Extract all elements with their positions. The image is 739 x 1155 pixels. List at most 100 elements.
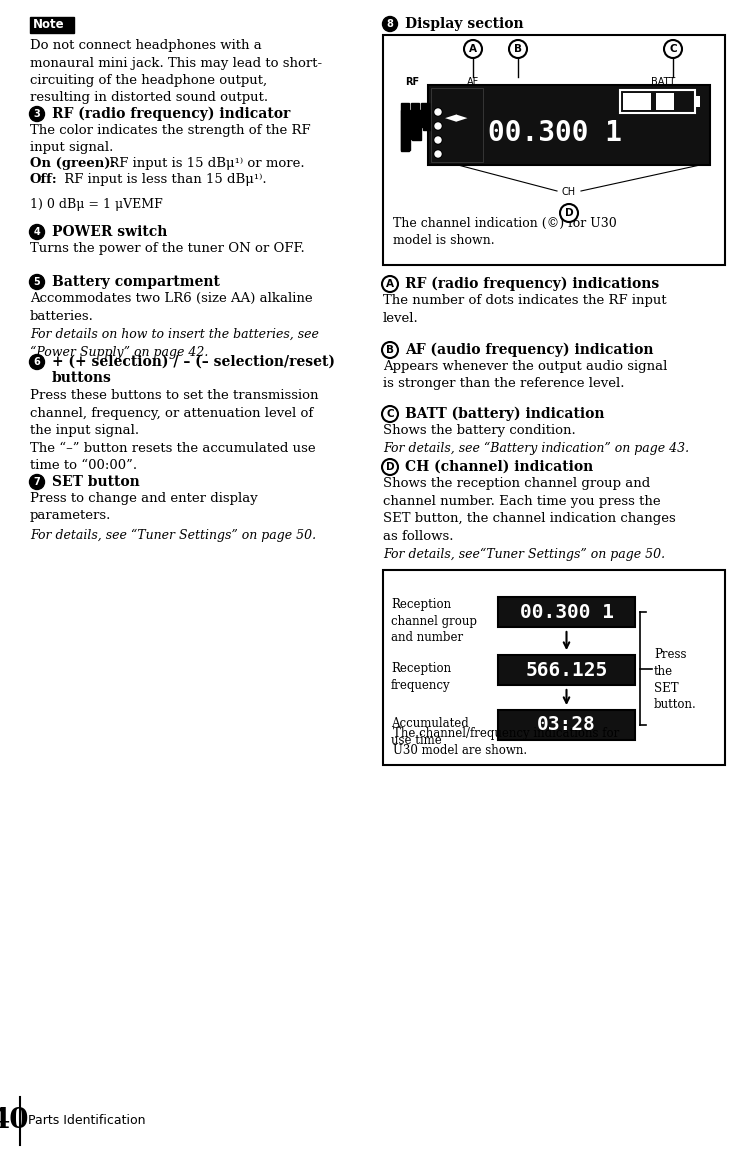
Circle shape xyxy=(664,40,682,58)
Text: RF (radio frequency) indications: RF (radio frequency) indications xyxy=(405,277,659,291)
Bar xyxy=(620,90,695,113)
Text: Press these buttons to set the transmission
channel, frequency, or attenuation l: Press these buttons to set the transmiss… xyxy=(30,389,319,472)
Bar xyxy=(423,110,432,131)
Circle shape xyxy=(435,137,441,143)
Text: 00.300 1: 00.300 1 xyxy=(520,603,613,621)
Bar xyxy=(383,35,725,264)
Bar xyxy=(623,94,651,110)
Text: 7: 7 xyxy=(34,477,41,487)
Text: Reception
frequency: Reception frequency xyxy=(391,662,451,692)
Bar xyxy=(431,88,483,162)
Text: B: B xyxy=(514,44,522,54)
Bar xyxy=(431,103,439,116)
Text: 6: 6 xyxy=(34,357,41,367)
Circle shape xyxy=(434,150,442,158)
Circle shape xyxy=(509,40,527,58)
Text: + (+ selection) / – (– selection/reset): + (+ selection) / – (– selection/reset) xyxy=(52,355,335,368)
Text: Press to change and enter display
parameters.: Press to change and enter display parame… xyxy=(30,492,258,522)
Text: The number of dots indicates the RF input
level.: The number of dots indicates the RF inpu… xyxy=(383,295,667,325)
Bar xyxy=(498,710,635,740)
Bar xyxy=(412,110,421,140)
Text: For details, see “Tuner Settings” on page 50.: For details, see “Tuner Settings” on pag… xyxy=(30,529,316,542)
Circle shape xyxy=(434,122,442,131)
Text: AF (audio frequency) indication: AF (audio frequency) indication xyxy=(405,343,653,357)
Circle shape xyxy=(30,475,44,490)
Text: For details, see “Battery indication” on page 43.: For details, see “Battery indication” on… xyxy=(383,442,689,455)
Text: BATT (battery) indication: BATT (battery) indication xyxy=(405,407,605,422)
Circle shape xyxy=(30,275,44,290)
Text: POWER switch: POWER switch xyxy=(52,225,167,239)
Circle shape xyxy=(435,109,441,116)
Bar xyxy=(30,17,74,33)
Bar xyxy=(411,103,419,139)
Bar xyxy=(401,103,409,151)
Text: The channel/frequency indications for
U30 model are shown.: The channel/frequency indications for U3… xyxy=(393,726,619,757)
Bar xyxy=(383,571,725,765)
Bar xyxy=(428,85,710,165)
Text: Parts Identification: Parts Identification xyxy=(28,1115,146,1127)
Circle shape xyxy=(30,106,44,121)
Circle shape xyxy=(382,342,398,358)
Text: Off:: Off: xyxy=(30,173,58,186)
Text: 40: 40 xyxy=(0,1108,30,1134)
Text: Shows the battery condition.: Shows the battery condition. xyxy=(383,424,576,437)
Text: 00.300 1: 00.300 1 xyxy=(488,119,622,147)
Circle shape xyxy=(382,459,398,475)
Text: RF (radio frequency) indicator: RF (radio frequency) indicator xyxy=(52,107,290,121)
Text: Appears whenever the output audio signal
is stronger than the reference level.: Appears whenever the output audio signal… xyxy=(383,360,667,390)
Text: 3: 3 xyxy=(34,109,41,119)
Text: B: B xyxy=(386,345,394,355)
Text: BATT: BATT xyxy=(651,77,675,87)
Text: Battery compartment: Battery compartment xyxy=(52,275,220,289)
Circle shape xyxy=(464,40,482,58)
Text: A: A xyxy=(469,44,477,54)
Text: Note: Note xyxy=(33,18,64,31)
Text: Display section: Display section xyxy=(405,17,524,31)
Text: 8: 8 xyxy=(386,18,393,29)
Bar xyxy=(498,597,635,627)
Text: 03:28: 03:28 xyxy=(537,715,596,735)
Text: CH (channel) indication: CH (channel) indication xyxy=(405,460,593,474)
Text: 5: 5 xyxy=(34,277,41,286)
Text: D: D xyxy=(565,208,573,218)
Text: CH: CH xyxy=(562,187,576,198)
Text: RF: RF xyxy=(405,77,419,87)
Circle shape xyxy=(560,204,578,222)
Text: ◄►: ◄► xyxy=(446,110,469,125)
Text: C: C xyxy=(386,409,394,419)
Bar xyxy=(656,94,674,110)
Text: C: C xyxy=(670,44,677,54)
Text: The color indicates the strength of the RF
input signal.: The color indicates the strength of the … xyxy=(30,124,310,155)
Text: The channel indication (©) for U30
model is shown.: The channel indication (©) for U30 model… xyxy=(393,217,617,247)
Text: Accommodates two LR6 (size AA) alkaline
batteries.: Accommodates two LR6 (size AA) alkaline … xyxy=(30,292,313,322)
Text: A: A xyxy=(386,280,394,289)
Text: On (green):: On (green): xyxy=(30,157,115,170)
Text: For details on how to insert the batteries, see
“Power Supply” on page 42.: For details on how to insert the batteri… xyxy=(30,328,319,359)
Circle shape xyxy=(382,276,398,292)
Text: SET button: SET button xyxy=(52,475,140,489)
Text: Reception
channel group
and number: Reception channel group and number xyxy=(391,598,477,644)
Bar xyxy=(498,655,635,685)
Text: Accumulated
use time: Accumulated use time xyxy=(391,717,469,746)
Text: Press
the
SET
button.: Press the SET button. xyxy=(654,648,697,711)
Text: Shows the reception channel group and
channel number. Each time you press the
SE: Shows the reception channel group and ch… xyxy=(383,477,675,543)
Bar xyxy=(401,110,410,150)
Circle shape xyxy=(30,355,44,370)
Bar xyxy=(434,110,443,120)
Bar xyxy=(695,96,700,107)
Circle shape xyxy=(434,109,442,116)
Circle shape xyxy=(383,16,398,31)
Circle shape xyxy=(30,224,44,239)
Text: Turns the power of the tuner ON or OFF.: Turns the power of the tuner ON or OFF. xyxy=(30,243,304,255)
Text: 566.125: 566.125 xyxy=(525,661,607,679)
Circle shape xyxy=(382,407,398,422)
Circle shape xyxy=(435,122,441,129)
Text: D: D xyxy=(386,462,395,472)
Text: buttons: buttons xyxy=(52,371,112,385)
Text: 1) 0 dBμ = 1 μVEMF: 1) 0 dBμ = 1 μVEMF xyxy=(30,198,163,211)
Text: Do not connect headphones with a
monaural mini jack. This may lead to short-
cir: Do not connect headphones with a monaura… xyxy=(30,39,322,104)
Text: 4: 4 xyxy=(34,228,41,237)
Circle shape xyxy=(434,136,442,144)
Text: For details, see“Tuner Settings” on page 50.: For details, see“Tuner Settings” on page… xyxy=(383,547,665,561)
Text: RF input is less than 15 dBμ¹⁾.: RF input is less than 15 dBμ¹⁾. xyxy=(60,173,267,186)
